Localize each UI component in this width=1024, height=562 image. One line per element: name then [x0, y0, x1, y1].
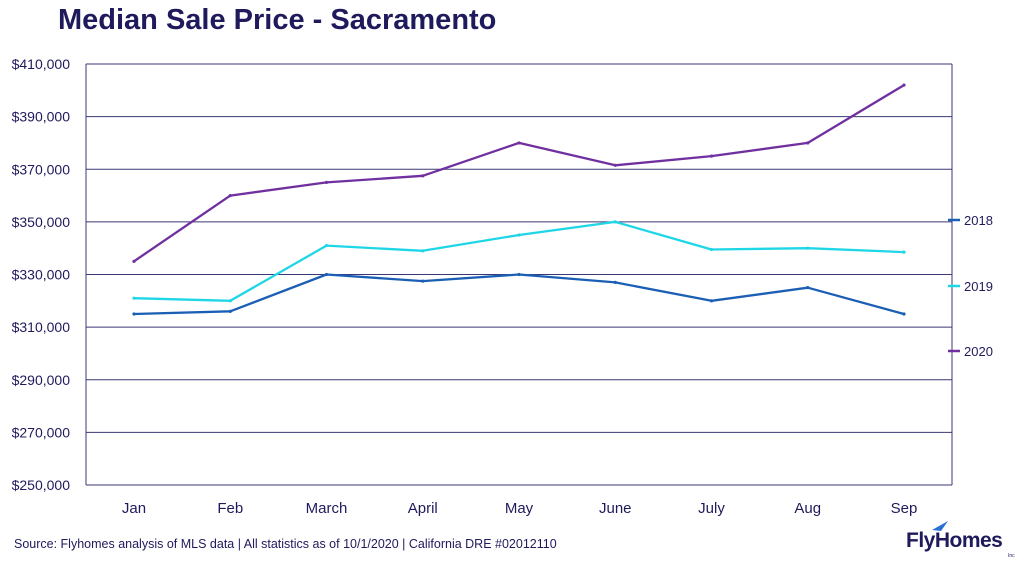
- x-tick-label: March: [306, 500, 348, 517]
- x-tick-label: Jan: [122, 500, 146, 517]
- data-point-2019: [517, 233, 521, 237]
- data-point-2020: [132, 259, 136, 263]
- data-point-2020: [421, 174, 425, 178]
- y-tick-label: $390,000: [12, 109, 71, 125]
- x-tick-label: Aug: [794, 500, 821, 517]
- data-point-2018: [132, 312, 136, 316]
- flyhomes-logo: FlyHomes Inc: [906, 520, 1016, 560]
- logo-suffix: Inc: [1008, 553, 1015, 559]
- y-tick-label: $350,000: [12, 214, 71, 230]
- y-tick-label: $370,000: [12, 161, 71, 177]
- data-point-2019: [902, 250, 906, 254]
- x-tick-label: May: [505, 500, 534, 517]
- data-point-2019: [324, 243, 329, 248]
- legend-label-2020: 2020: [964, 344, 993, 359]
- data-point-2020: [709, 154, 714, 158]
- x-tick-label: Sep: [891, 500, 918, 517]
- legend-label-2018: 2018: [964, 213, 993, 228]
- flyhomes-logo-icon: [932, 521, 948, 531]
- legend-label-2019: 2019: [964, 279, 993, 294]
- x-tick-label: April: [408, 500, 438, 517]
- data-point-2020: [902, 83, 906, 87]
- x-tick-label: June: [599, 500, 632, 517]
- data-point-2019: [421, 249, 425, 253]
- data-point-2020: [517, 141, 521, 145]
- data-point-2018: [613, 280, 617, 284]
- source-note: Source: Flyhomes analysis of MLS data | …: [14, 537, 557, 551]
- y-tick-label: $310,000: [12, 319, 71, 335]
- data-point-2020: [228, 193, 232, 198]
- x-tick-label: Feb: [217, 500, 243, 517]
- data-point-2018: [228, 309, 232, 313]
- data-point-2019: [132, 296, 136, 300]
- chart-title: Median Sale Price - Sacramento: [58, 4, 497, 36]
- data-point-2020: [613, 163, 617, 167]
- logo-text: FlyHomes: [906, 529, 1003, 552]
- y-tick-label: $270,000: [12, 424, 71, 440]
- data-point-2020: [324, 180, 329, 185]
- data-point-2019: [806, 246, 810, 250]
- data-point-2019: [709, 247, 714, 252]
- y-tick-label: $410,000: [12, 56, 71, 72]
- data-point-2018: [709, 299, 714, 303]
- data-point-2018: [324, 272, 329, 277]
- data-point-2018: [517, 272, 521, 277]
- x-tick-label: July: [698, 500, 725, 517]
- y-tick-label: $330,000: [12, 267, 71, 283]
- data-point-2019: [613, 220, 617, 224]
- data-point-2018: [902, 312, 906, 316]
- data-point-2020: [806, 141, 810, 145]
- y-tick-label: $290,000: [12, 372, 71, 388]
- data-point-2018: [806, 286, 810, 290]
- data-point-2018: [421, 279, 425, 283]
- data-point-2019: [228, 299, 232, 303]
- series-line-2018: [132, 273, 906, 316]
- y-tick-label: $250,000: [12, 477, 71, 493]
